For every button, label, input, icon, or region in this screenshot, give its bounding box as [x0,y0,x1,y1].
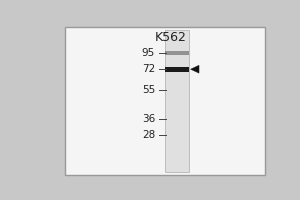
Bar [65,27,266,175]
Polygon shape [190,65,199,73]
Text: 28: 28 [142,130,155,140]
Text: 95: 95 [142,48,155,58]
Text: 36: 36 [142,114,155,124]
Bar [165,51,189,55]
Text: K562: K562 [155,31,187,44]
Bar [165,67,189,72]
Bar [165,30,189,172]
Text: 72: 72 [142,64,155,74]
Text: 55: 55 [142,85,155,95]
